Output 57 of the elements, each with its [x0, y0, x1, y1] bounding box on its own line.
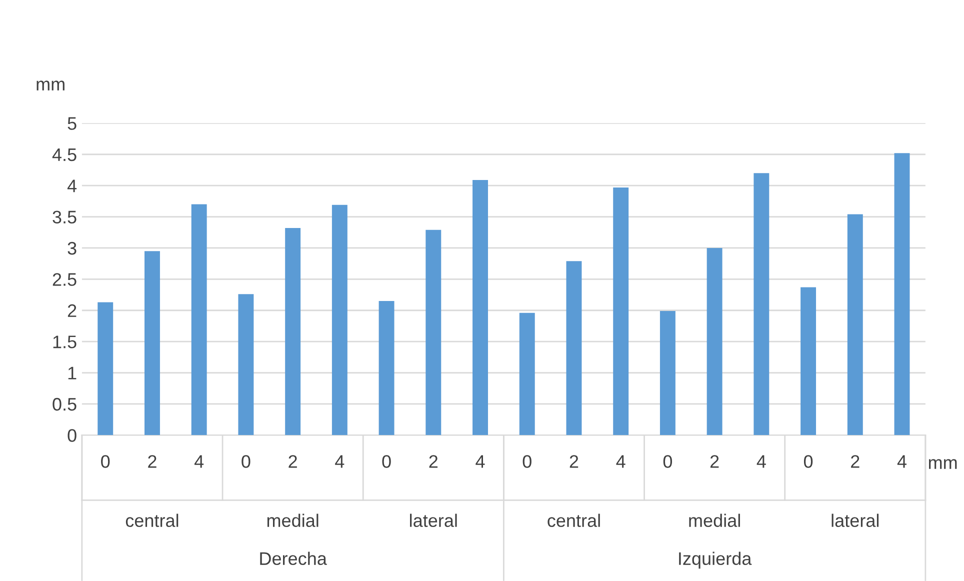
x-tick-label: 0 [663, 455, 672, 468]
bar [800, 287, 816, 436]
bar [894, 153, 910, 436]
x-tick-label: 4 [897, 455, 906, 468]
text: medial [267, 514, 318, 528]
y-tick-label: 1 [68, 366, 76, 380]
x-tick-label: 0 [382, 455, 391, 468]
text: lateral [832, 514, 879, 528]
x-tick-label: 0 [242, 455, 250, 468]
x-tick-label: 0 [804, 455, 813, 468]
bar [660, 310, 676, 436]
y-tick-label: 2.5 [52, 273, 76, 286]
text: medial [689, 514, 740, 528]
bar [332, 204, 348, 436]
x-tick-label: 2 [429, 455, 438, 468]
y-tick-label: 0 [68, 429, 76, 442]
text: central [126, 514, 178, 528]
x-tick-label: 4 [476, 455, 485, 468]
bar [426, 230, 442, 436]
y-tick-label: 3.5 [52, 210, 76, 224]
text: Izquierda [679, 552, 752, 569]
y-tick-label: 2 [68, 304, 76, 317]
x-tick-label: 2 [851, 455, 860, 468]
bar [754, 173, 770, 436]
y-tick-label: 4 [67, 180, 77, 192]
x-tick-label: 2 [148, 455, 156, 468]
bar [98, 302, 114, 436]
x-tick-label: 0 [101, 455, 110, 468]
y-tick-label: 1.5 [53, 336, 76, 348]
x-tick-label: 4 [335, 455, 344, 468]
y-tick-label: 4.5 [52, 148, 76, 162]
x-tick-label: 0 [522, 455, 532, 468]
bar [706, 248, 722, 436]
bar [285, 228, 301, 436]
bar [378, 301, 394, 436]
bar [144, 251, 160, 436]
x-tick-label: 2 [570, 455, 578, 468]
bar [472, 180, 488, 436]
bar [613, 187, 629, 436]
y-axis-title: mm [36, 80, 64, 90]
x-tick-label: 4 [616, 455, 626, 468]
text: central [548, 514, 600, 528]
y-tick-label: 5 [68, 117, 76, 130]
bar [847, 214, 863, 436]
y-tick-label: 3 [68, 242, 76, 255]
x-tick-label: 2 [288, 455, 297, 468]
bar [519, 312, 535, 436]
x-tick-label: 4 [194, 455, 204, 468]
text: Derecha [260, 552, 327, 566]
bar [238, 294, 254, 436]
text: lateral [410, 514, 457, 528]
bar [191, 204, 207, 436]
x-tick-label: 4 [756, 455, 766, 468]
x-axis-title: mm [928, 459, 957, 469]
y-tick-label: 0.5 [52, 398, 76, 411]
bar [566, 261, 582, 436]
x-tick-label: 2 [710, 455, 719, 468]
